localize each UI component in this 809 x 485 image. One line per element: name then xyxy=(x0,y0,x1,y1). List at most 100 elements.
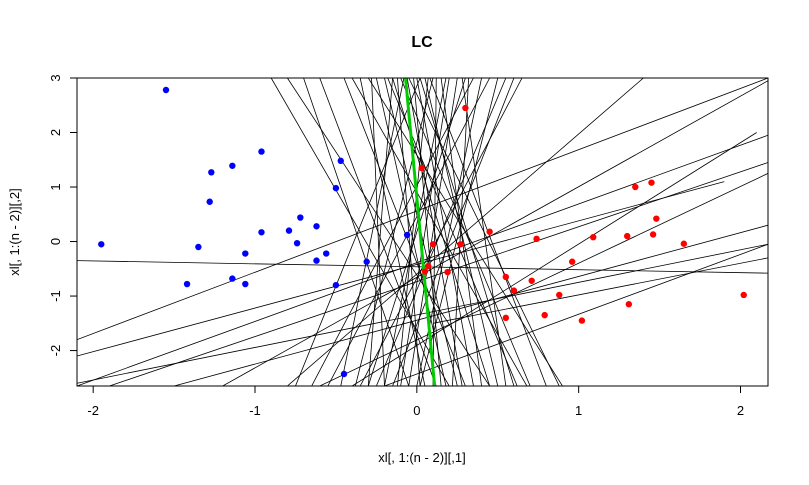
classifier-line xyxy=(416,78,474,386)
x-tick-label: -2 xyxy=(87,403,99,418)
classifier-line xyxy=(343,78,466,386)
classifier-line xyxy=(77,243,768,384)
classifier-line xyxy=(461,78,507,386)
point-blue xyxy=(258,148,265,155)
point-red xyxy=(568,258,576,265)
classifier-line xyxy=(432,257,768,324)
point-red xyxy=(418,164,425,172)
point-blue xyxy=(208,169,215,176)
classifier-line xyxy=(413,78,442,386)
decision-boundary xyxy=(404,78,437,386)
classifier-line xyxy=(419,78,515,386)
point-red xyxy=(632,183,639,191)
y-tick-label: 3 xyxy=(48,74,63,81)
point-blue xyxy=(340,370,348,378)
point-red xyxy=(590,233,597,241)
point-blue xyxy=(285,227,293,234)
point-blue xyxy=(313,257,320,264)
classifier-line xyxy=(440,78,482,386)
point-red xyxy=(649,231,657,238)
point-red xyxy=(653,215,660,222)
classifier-line xyxy=(319,173,768,386)
classifier-line xyxy=(303,78,410,386)
point-blue xyxy=(313,223,320,230)
point-red xyxy=(421,268,429,275)
chart-title: LC xyxy=(411,34,433,51)
classifier-line xyxy=(77,181,725,357)
point-blue xyxy=(297,214,304,221)
point-blue xyxy=(98,241,105,248)
classifier-line xyxy=(452,78,470,386)
classifier-line xyxy=(173,224,768,386)
classifier-line xyxy=(400,78,450,386)
x-tick-label: 2 xyxy=(737,403,744,418)
point-red xyxy=(648,179,655,186)
classifier-line xyxy=(367,78,393,386)
point-red xyxy=(444,268,451,276)
data-points xyxy=(98,86,747,378)
point-red xyxy=(502,273,510,281)
x-tick-label: 1 xyxy=(575,403,582,418)
point-red xyxy=(424,262,432,270)
point-red xyxy=(533,235,540,243)
point-blue xyxy=(258,229,265,236)
point-red xyxy=(556,291,563,299)
point-blue xyxy=(332,184,340,192)
point-blue xyxy=(242,280,249,288)
point-blue xyxy=(183,280,191,288)
point-blue xyxy=(363,258,370,265)
point-blue xyxy=(332,281,340,289)
y-tick-label: 0 xyxy=(48,238,63,245)
y-axis: -2 -1 0 1 2 3 xyxy=(48,74,78,357)
point-blue xyxy=(242,250,249,257)
classifier-line xyxy=(351,78,528,386)
point-red xyxy=(429,241,437,248)
x-tick-label: 0 xyxy=(413,403,420,418)
classifier-lines xyxy=(77,78,768,386)
classifier-line xyxy=(419,78,499,386)
classifier-line xyxy=(384,78,447,386)
point-blue xyxy=(403,231,411,239)
classifier-line xyxy=(406,78,463,386)
point-blue xyxy=(229,162,236,169)
point-blue xyxy=(162,86,170,94)
point-blue xyxy=(323,250,330,257)
classifier-line xyxy=(340,78,405,386)
classifier-line xyxy=(287,78,644,386)
classifier-line xyxy=(77,78,768,341)
x-tick-label: -1 xyxy=(249,403,261,418)
point-blue xyxy=(206,198,213,205)
point-red xyxy=(541,311,548,319)
y-tick-label: 1 xyxy=(48,183,63,190)
classifier-line xyxy=(222,80,768,386)
point-red xyxy=(578,317,586,324)
point-red xyxy=(528,277,535,284)
classifier-line xyxy=(327,78,491,386)
classifier-line xyxy=(392,78,515,386)
point-red xyxy=(462,104,469,112)
classifier-line xyxy=(408,78,458,386)
boundary-line xyxy=(404,78,437,386)
point-red xyxy=(740,291,747,299)
y-axis-label: xl[, 1:(n - 2)][,2] xyxy=(7,188,22,275)
point-red xyxy=(486,228,493,235)
classifier-line xyxy=(295,78,421,386)
point-red xyxy=(624,232,631,240)
classifier-line xyxy=(371,78,385,386)
point-red xyxy=(457,241,464,248)
y-tick-label: -2 xyxy=(48,345,63,357)
point-red xyxy=(502,314,510,322)
x-axis: -2 -1 0 1 2 xyxy=(87,385,744,418)
point-blue xyxy=(337,157,344,165)
point-red xyxy=(625,301,633,308)
point-blue xyxy=(293,239,301,247)
classifier-line xyxy=(354,78,434,386)
point-blue xyxy=(195,243,202,251)
classifier-line xyxy=(311,78,474,386)
point-red xyxy=(680,240,688,247)
point-red xyxy=(510,287,518,294)
point-blue xyxy=(229,275,236,282)
y-tick-label: -1 xyxy=(48,290,63,302)
y-tick-label: 2 xyxy=(48,129,63,136)
